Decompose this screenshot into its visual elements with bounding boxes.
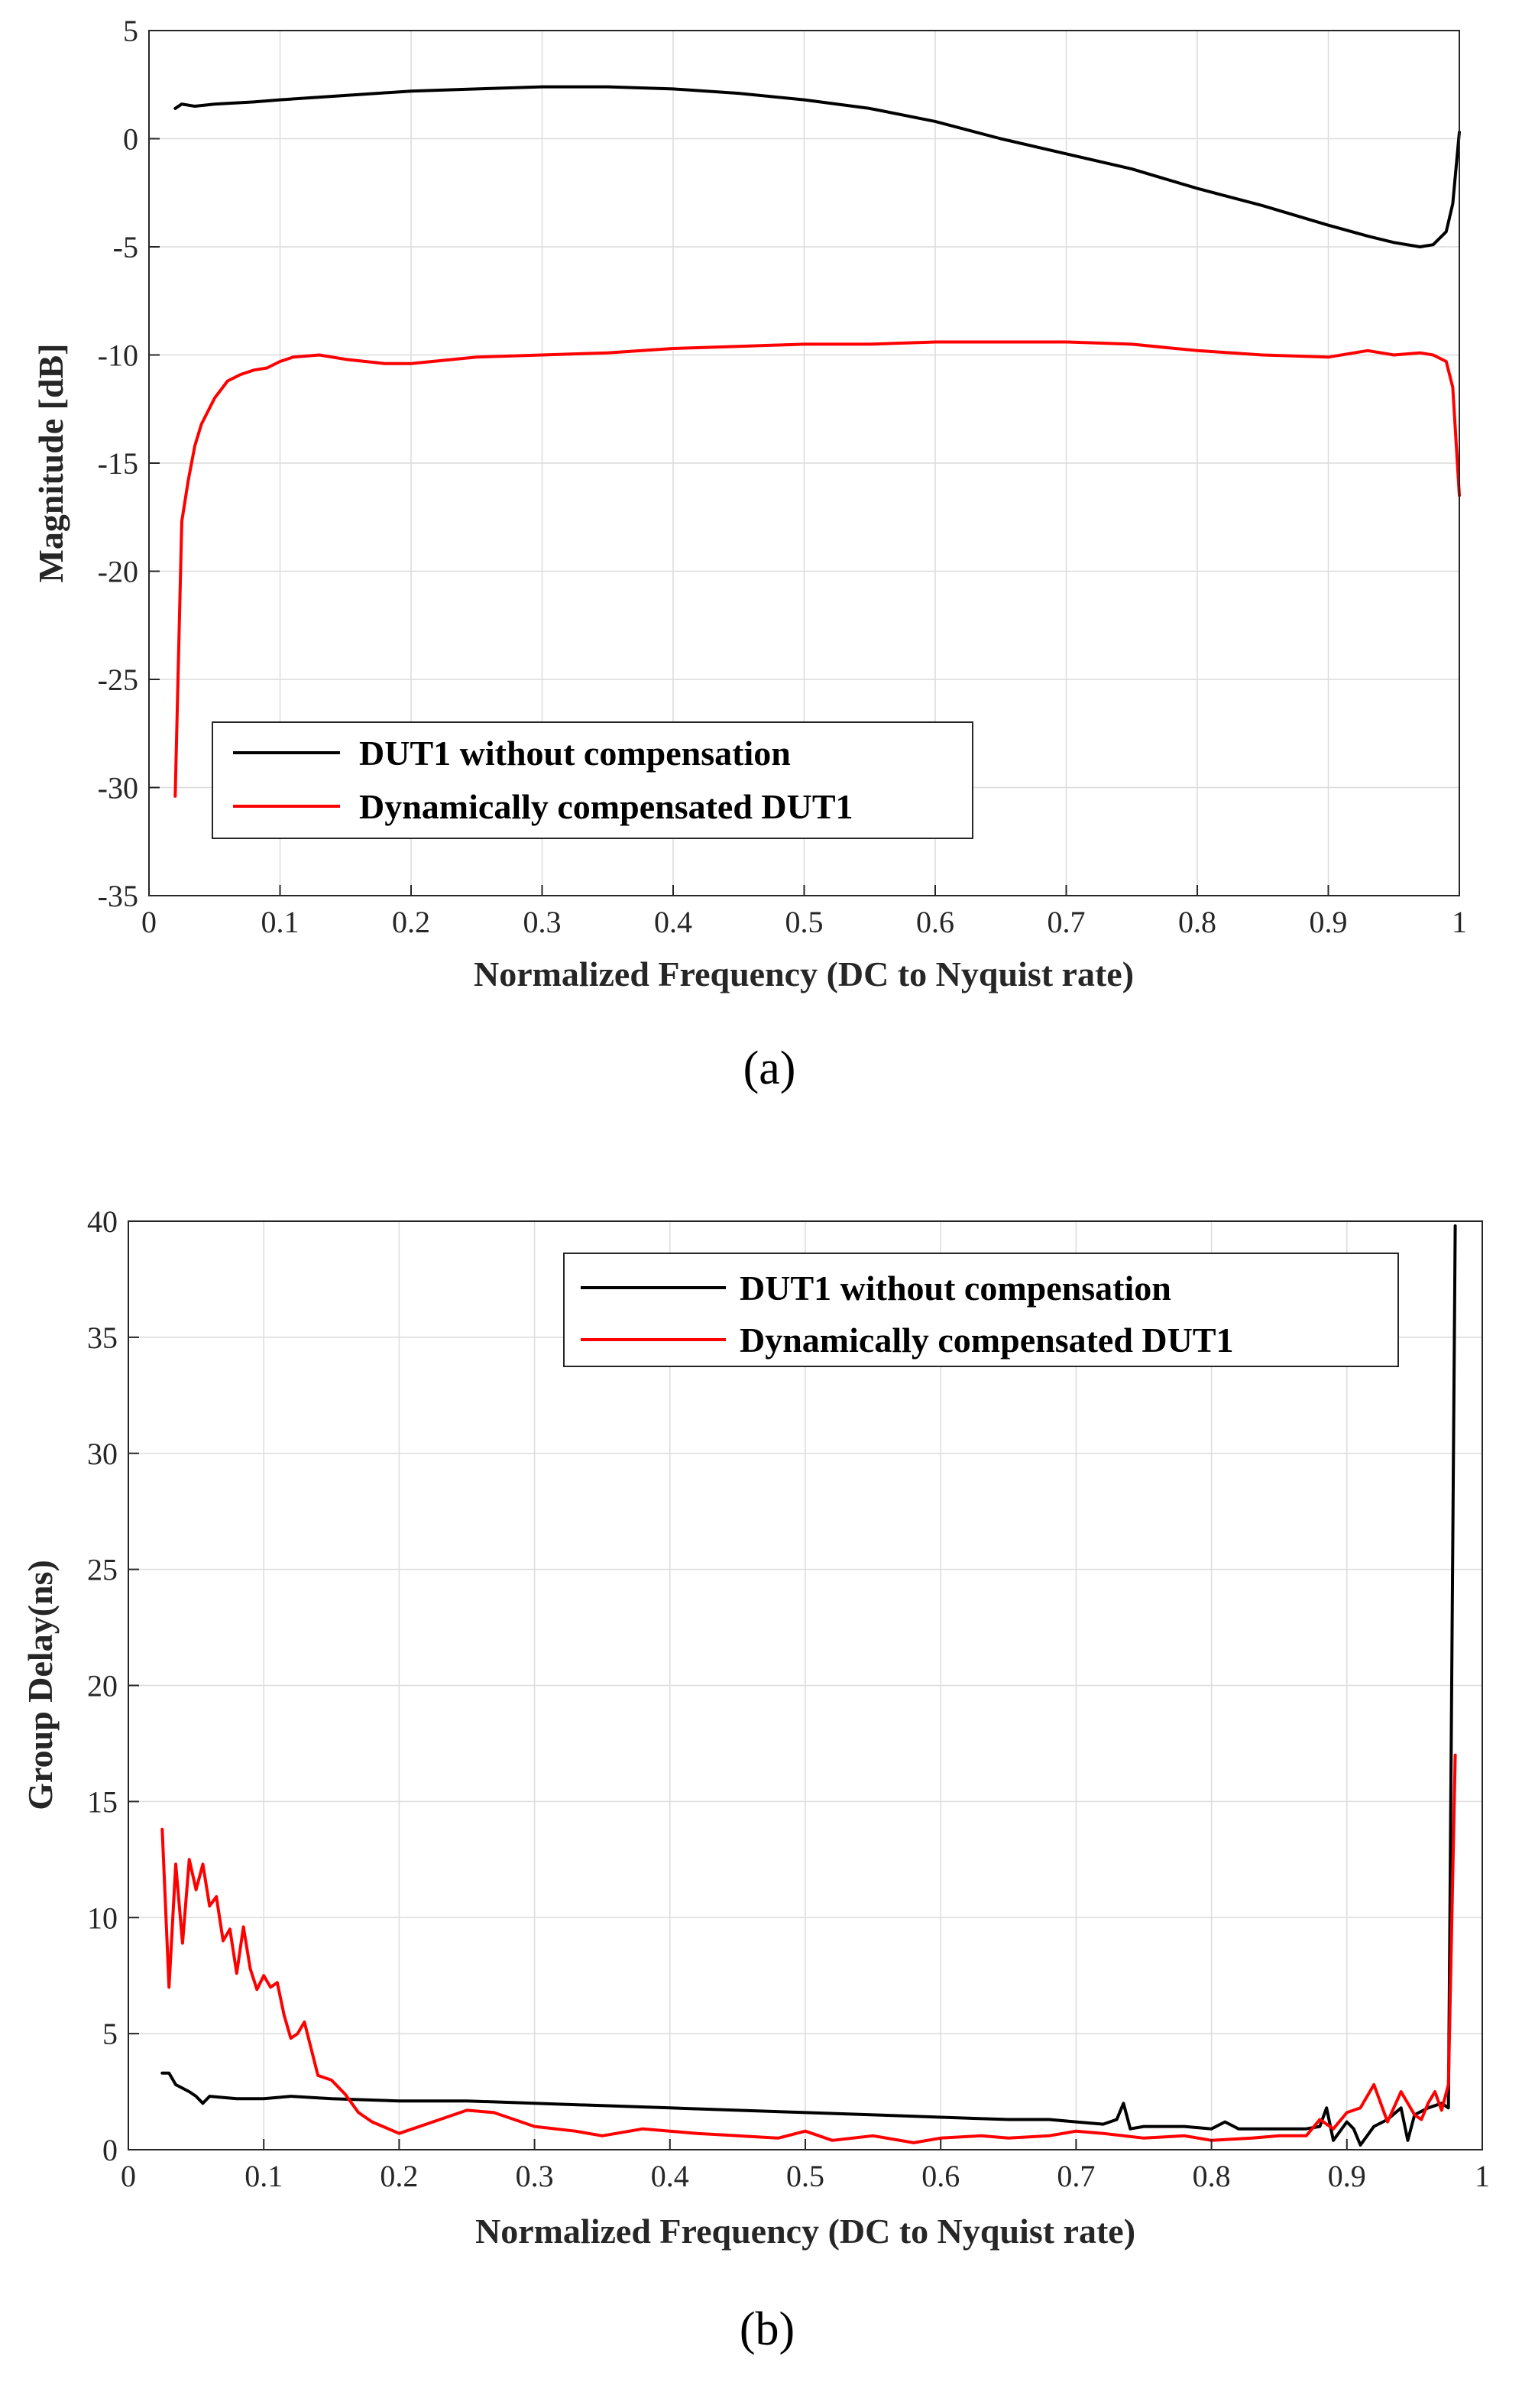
x-tick-label-b: 0.9 (1328, 2159, 1366, 2193)
legend-box-a (212, 721, 973, 839)
y-tick-label-b: 35 (87, 1321, 118, 1355)
y-tick-label-a: -10 (98, 339, 138, 373)
legend-label-black-a: DUT1 without compensation (359, 734, 791, 773)
x-tick-label-a: 0.7 (1048, 905, 1086, 939)
panel-label-a: (a) (743, 1042, 796, 1094)
x-axis-label-b: Normalized Frequency (DC to Nyquist rate… (475, 2212, 1135, 2251)
y-tick-label-a: 5 (123, 14, 138, 48)
x-axis-label-a: Normalized Frequency (DC to Nyquist rate… (474, 954, 1134, 993)
x-tick-label-a: 0.8 (1178, 905, 1216, 939)
x-tick-label-a: 0.1 (261, 905, 300, 939)
y-tick-label-b: 0 (102, 2133, 118, 2167)
x-tick-label-b: 0.8 (1193, 2159, 1231, 2193)
x-tick-label-a: 0.6 (916, 905, 954, 939)
x-tick-label-b: 0 (121, 2159, 136, 2193)
y-tick-label-a: -25 (98, 663, 138, 697)
y-tick-label-a: -35 (98, 879, 138, 913)
x-tick-label-a: 0.5 (785, 905, 824, 939)
y-tick-label-b: 20 (87, 1669, 118, 1703)
series-line-a-compensated (173, 340, 1461, 798)
x-tick-label-b: 0.4 (651, 2159, 689, 2193)
legend-box-b (563, 1253, 1399, 1367)
x-tick-label-a: 1 (1452, 905, 1467, 939)
x-ticks-a: 0 0.1 0.2 0.3 0.4 0.5 0.6 0.7 0.8 0.9 1 (141, 885, 1467, 939)
y-tick-label-b: 25 (87, 1553, 118, 1587)
y-tick-label-a: -30 (98, 771, 138, 805)
legend-b: DUT1 without compensation Dynamically co… (563, 1253, 1399, 1367)
y-tick-label-b: 5 (102, 2017, 118, 2051)
legend-a: DUT1 without compensation Dynamically co… (212, 721, 973, 839)
legend-label-red-b: Dynamically compensated DUT1 (740, 1321, 1234, 1360)
x-tick-label-a: 0.4 (654, 905, 692, 939)
y-ticks-b: 0 5 10 15 20 25 30 35 40 (87, 1204, 139, 2167)
y-tick-label-a: -15 (98, 446, 138, 481)
y-axis-label-b: Group Delay(ns) (21, 1560, 60, 1810)
series-line-b-without-compensation (160, 1224, 1457, 2147)
x-tick-label-a: 0.3 (523, 905, 562, 939)
y-tick-label-b: 15 (87, 1784, 118, 1819)
y-tick-label-a: -20 (98, 555, 138, 589)
y-tick-label-b: 10 (87, 1901, 118, 1935)
x-tick-label-a: 0 (141, 905, 157, 939)
x-tick-label-b: 0.5 (786, 2159, 824, 2193)
x-ticks-b: 0 0.1 0.2 0.3 0.4 0.5 0.6 0.7 0.8 0.9 1 (121, 2139, 1490, 2193)
y-tick-label-b: 30 (87, 1437, 118, 1471)
legend-label-red-a: Dynamically compensated DUT1 (359, 787, 853, 826)
panel-b: 0 0.1 0.2 0.3 0.4 0.5 0.6 0.7 0.8 0.9 1 0 5 10 15 20 25… (21, 1204, 1490, 2355)
series-b (160, 1224, 1457, 2147)
y-tick-label-a: -5 (113, 230, 138, 264)
x-tick-label-b: 0.7 (1057, 2159, 1095, 2193)
y-ticks-a: 5 0 -5 -10 -15 -20 -25 -30 -35 (98, 14, 160, 913)
y-tick-label-a: 0 (123, 122, 138, 157)
x-tick-label-a: 0.2 (392, 905, 430, 939)
panel-label-b: (b) (740, 2303, 795, 2355)
y-axis-label-a: Magnitude [dB] (31, 343, 70, 582)
x-tick-label-a: 0.9 (1310, 905, 1348, 939)
series-line-a-without-compensation (173, 85, 1461, 248)
series-line-b-compensated (160, 1753, 1457, 2144)
x-tick-label-b: 1 (1475, 2159, 1490, 2193)
series-a (173, 85, 1461, 798)
y-tick-label-b: 40 (87, 1204, 118, 1239)
panel-a: 0 0.1 0.2 0.3 0.4 0.5 0.6 0.7 0.8 0.9 1 5 0 -5 -10 -15… (31, 14, 1467, 1094)
x-tick-label-b: 0.2 (380, 2159, 418, 2193)
x-tick-label-b: 0.1 (244, 2159, 283, 2193)
x-tick-label-b: 0.3 (516, 2159, 554, 2193)
legend-label-black-b: DUT1 without compensation (740, 1269, 1171, 1308)
x-tick-label-b: 0.6 (921, 2159, 960, 2193)
